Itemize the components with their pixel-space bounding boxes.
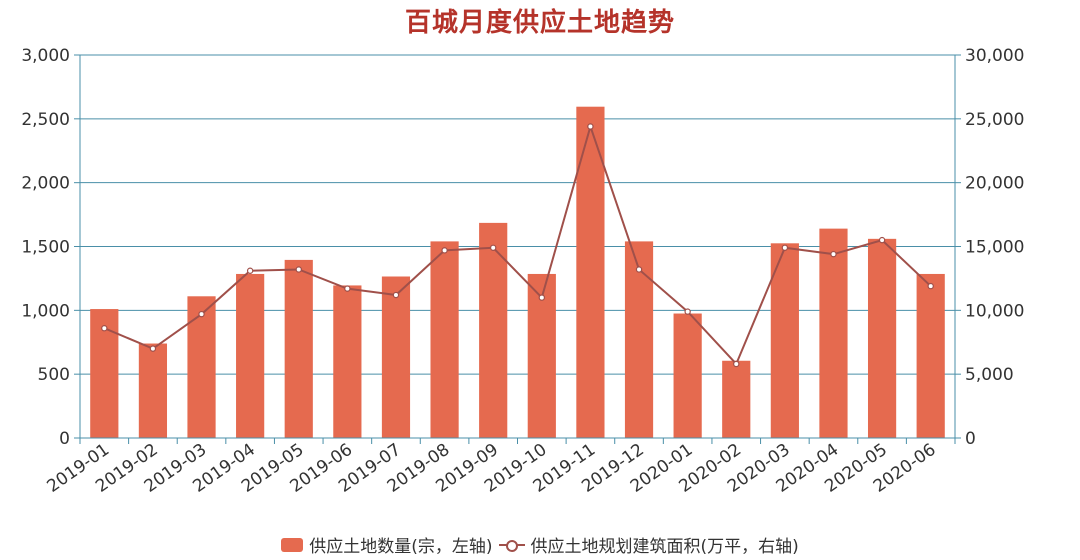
bar-series	[90, 106, 945, 438]
line-point[interactable]	[198, 310, 205, 318]
line-point[interactable]	[101, 325, 108, 332]
x-axis: 2019-012019-022019-032019-042019-052019-…	[44, 437, 956, 497]
bar[interactable]	[138, 343, 168, 438]
right-y-tick-label: 15,000	[965, 238, 1024, 258]
bar[interactable]	[479, 222, 508, 438]
right-y-tick-label: 30,000	[965, 46, 1024, 66]
line-point[interactable]	[733, 360, 740, 368]
bar[interactable]	[236, 273, 265, 438]
line-point[interactable]	[830, 250, 837, 258]
left-y-tick-label: 2,000	[21, 174, 70, 194]
line-point[interactable]	[441, 247, 448, 254]
left-y-tick-label: 1,500	[21, 238, 70, 258]
legend-bar-swatch-icon	[281, 537, 304, 552]
line-point[interactable]	[246, 267, 254, 274]
bar[interactable]	[624, 241, 654, 438]
line-point[interactable]	[781, 244, 789, 251]
bar[interactable]	[527, 273, 556, 438]
line-point[interactable]	[878, 236, 886, 244]
left-y-tick-label: 1,000	[21, 301, 70, 321]
line-path	[103, 123, 932, 366]
bar[interactable]	[819, 228, 848, 438]
right-y-axis: 0 5,000 10,000 15,000 20,000 25,000 30,000	[954, 46, 1024, 449]
bar[interactable]	[187, 296, 216, 438]
left-y-tick-label: 500	[38, 365, 70, 385]
legend-label-bar: 供应土地数量(宗，左轴)	[309, 537, 493, 557]
left-y-tick-label: 2,500	[21, 110, 70, 130]
line-point[interactable]	[392, 291, 400, 299]
legend-item-line[interactable]: 供应土地规划建筑面积(万平，右轴)	[498, 532, 799, 557]
right-y-tick-label: 0	[965, 429, 976, 449]
right-y-tick-label: 25,000	[965, 110, 1024, 130]
line-point[interactable]	[927, 282, 934, 290]
left-y-tick-label: 0	[59, 429, 70, 449]
right-y-tick-label: 20,000	[965, 174, 1024, 194]
line-point[interactable]	[538, 294, 546, 301]
line-point[interactable]	[295, 266, 302, 273]
legend: 供应土地数量(宗，左轴) 供应土地规划建筑面积(万平，右轴)	[0, 532, 1080, 557]
chart-title: 百城月度供应土地趋势	[404, 8, 675, 38]
legend-label-line: 供应土地规划建筑面积(万平，右轴)	[530, 537, 799, 557]
line-point[interactable]	[635, 266, 643, 273]
bar[interactable]	[770, 243, 799, 438]
chart: 0 500 1,000 1,500 2,000 2,500 3,000 0 5,000 10,0…	[21, 46, 1024, 497]
bar[interactable]	[284, 259, 313, 438]
bar[interactable]	[381, 276, 411, 438]
line-point[interactable]	[684, 308, 691, 315]
line-point[interactable]	[344, 285, 351, 292]
line-series	[101, 123, 934, 368]
line-point[interactable]	[149, 345, 157, 352]
right-y-tick-label: 10,000	[965, 301, 1024, 321]
bar[interactable]	[916, 273, 945, 438]
bar[interactable]	[722, 360, 751, 438]
line-point[interactable]	[587, 123, 594, 130]
legend-line-swatch-icon	[498, 538, 525, 552]
bar[interactable]	[333, 285, 362, 438]
right-y-tick-label: 5,000	[965, 365, 1014, 385]
bar[interactable]	[430, 241, 459, 438]
left-y-axis: 0 500 1,000 1,500 2,000 2,500 3,000	[21, 46, 81, 449]
bar[interactable]	[673, 313, 702, 438]
line-point[interactable]	[489, 244, 497, 251]
left-y-tick-label: 3,000	[21, 46, 70, 66]
bar[interactable]	[867, 238, 897, 438]
legend-item-bar[interactable]: 供应土地数量(宗，左轴)	[281, 532, 493, 557]
